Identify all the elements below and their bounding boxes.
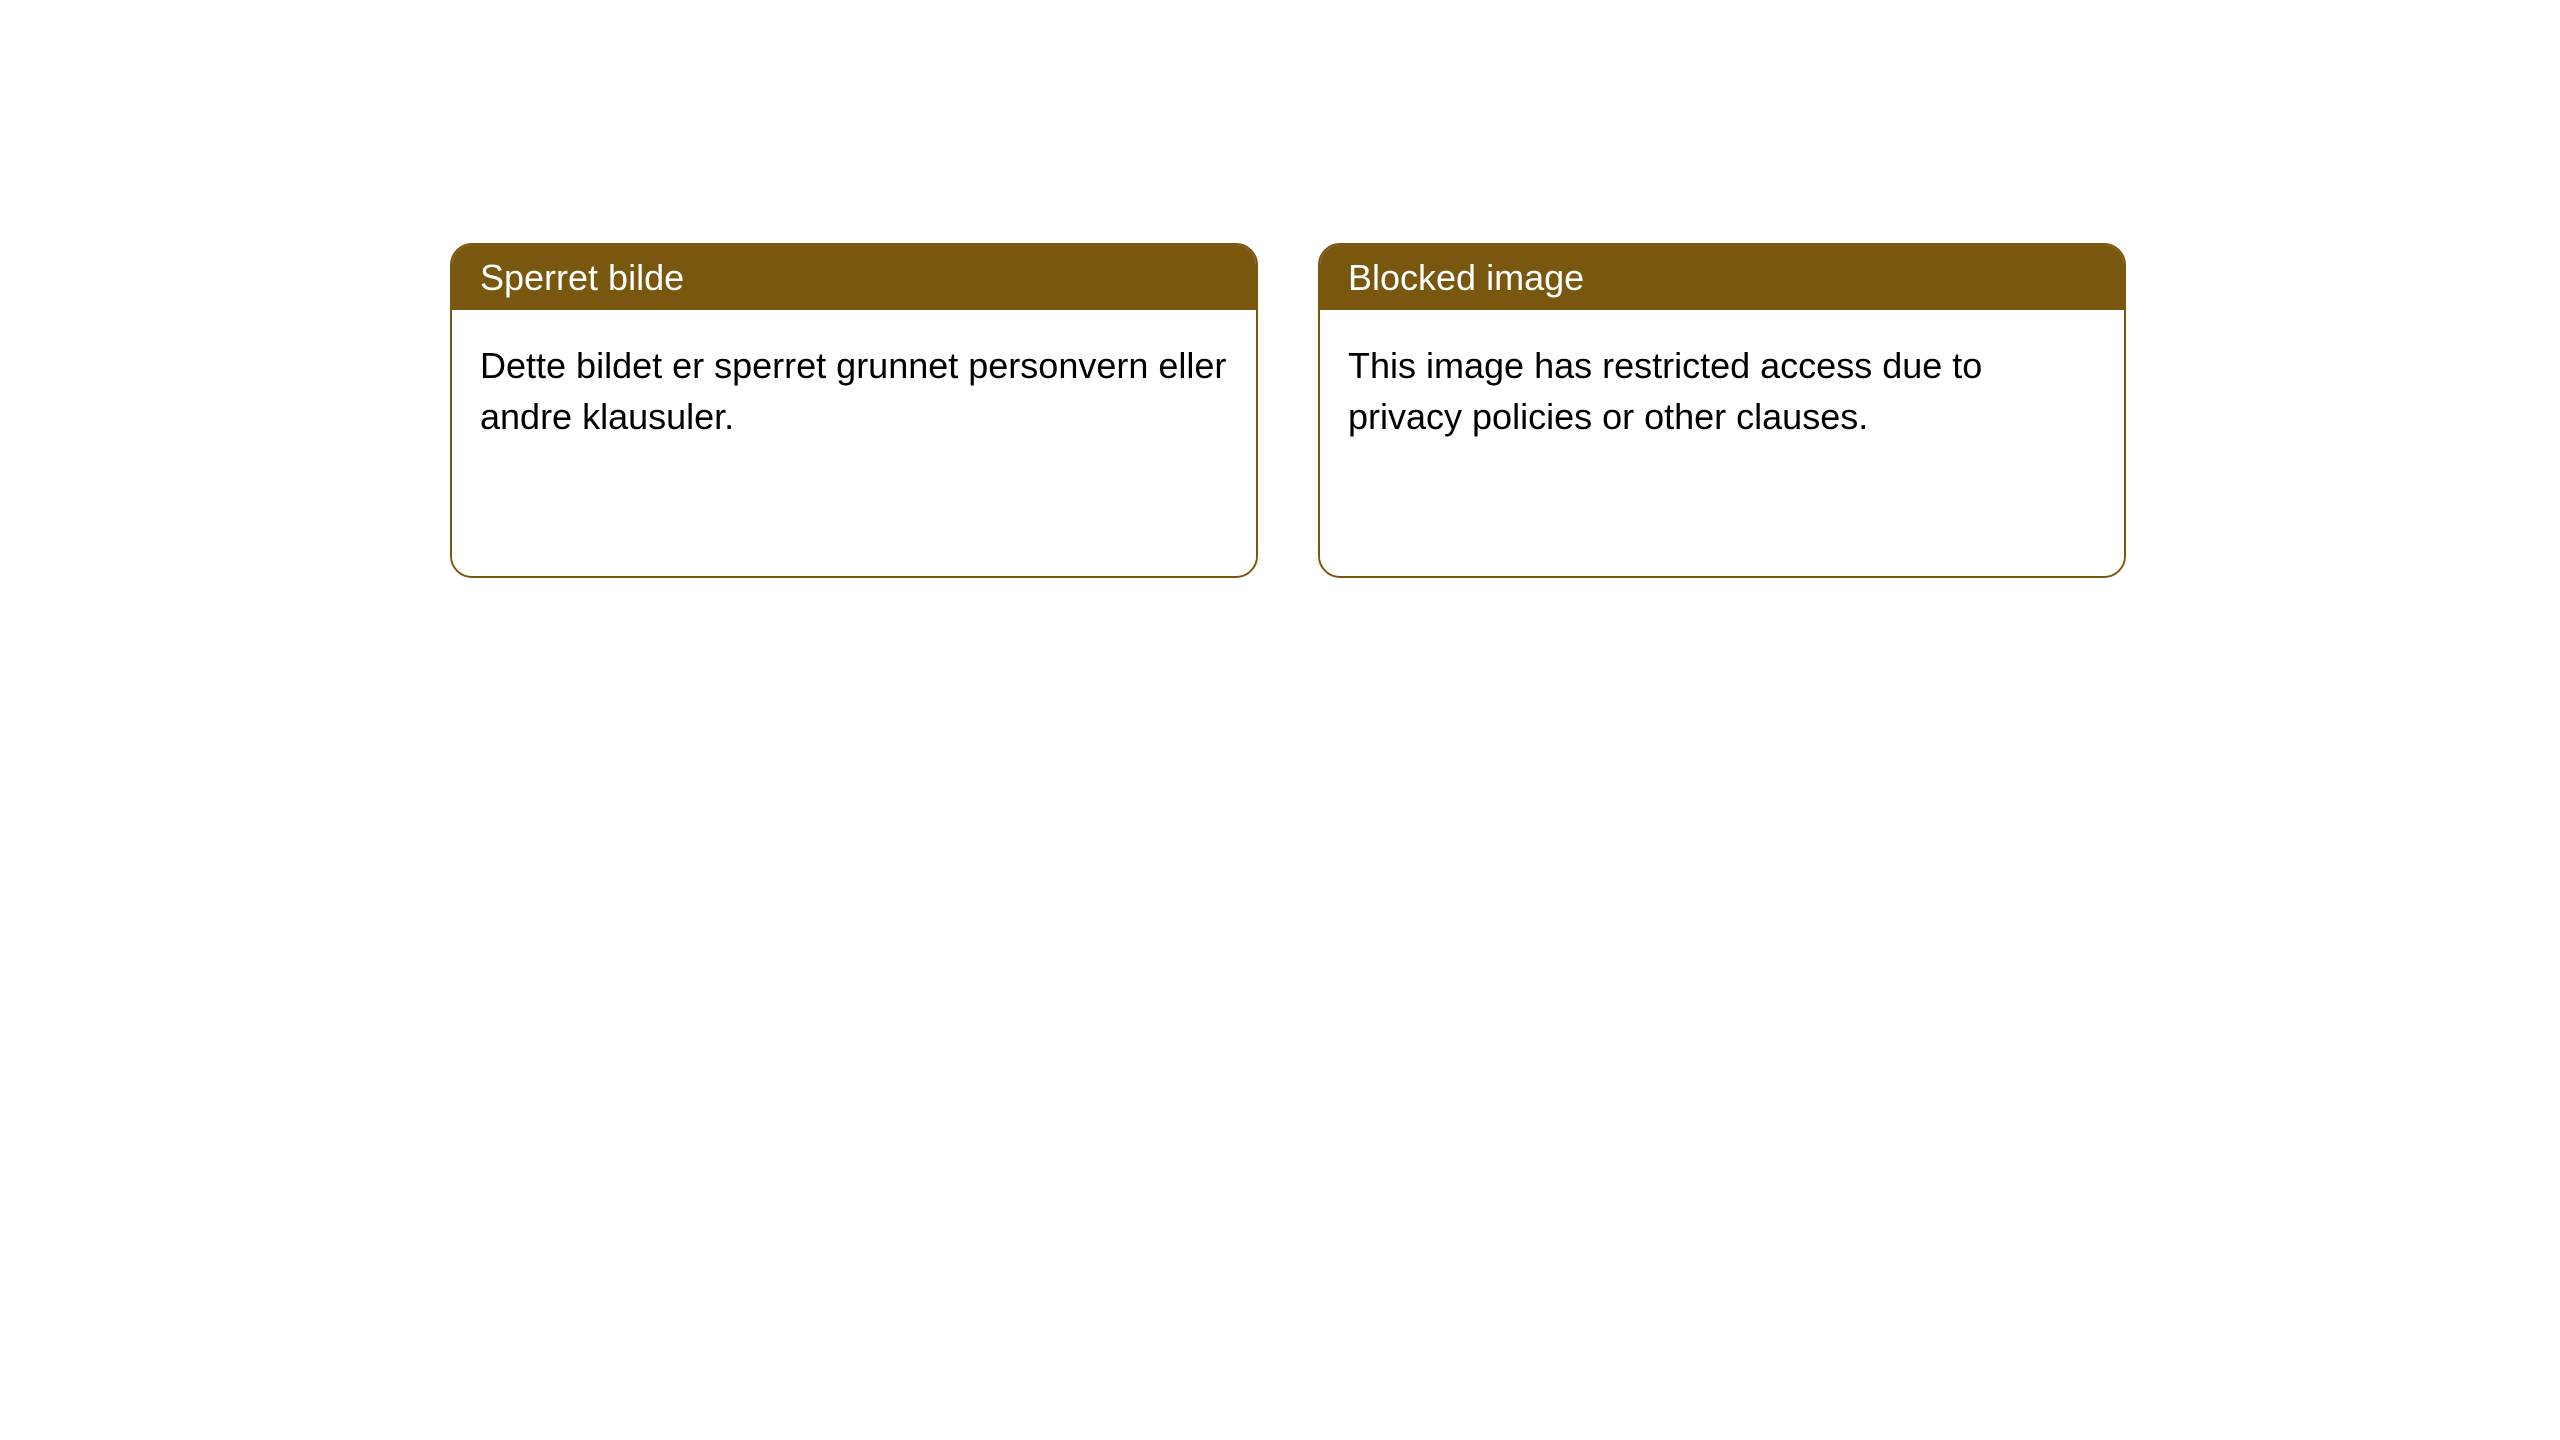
notice-text: This image has restricted access due to … — [1348, 345, 1982, 437]
notice-body: Dette bildet er sperret grunnet personve… — [452, 310, 1256, 576]
notice-container: Sperret bilde Dette bildet er sperret gr… — [450, 243, 2126, 578]
notice-header: Blocked image — [1320, 245, 2124, 310]
notice-body: This image has restricted access due to … — [1320, 310, 2124, 576]
notice-card-english: Blocked image This image has restricted … — [1318, 243, 2126, 578]
notice-header: Sperret bilde — [452, 245, 1256, 310]
notice-title: Blocked image — [1348, 257, 1584, 298]
notice-title: Sperret bilde — [480, 257, 684, 298]
notice-text: Dette bildet er sperret grunnet personve… — [480, 345, 1226, 437]
notice-card-norwegian: Sperret bilde Dette bildet er sperret gr… — [450, 243, 1258, 578]
